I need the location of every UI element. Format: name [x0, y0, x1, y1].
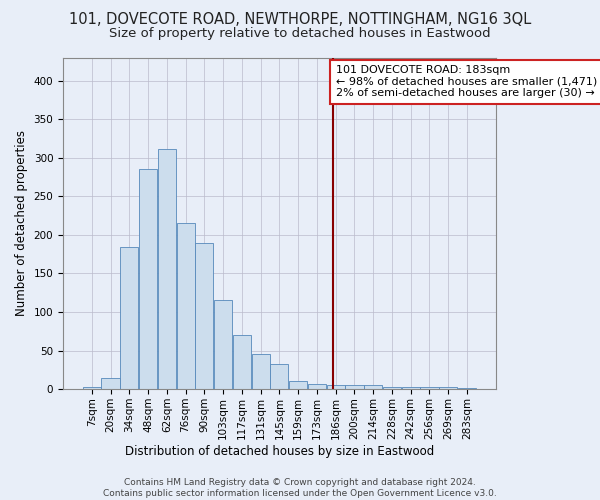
Text: Contains HM Land Registry data © Crown copyright and database right 2024.
Contai: Contains HM Land Registry data © Crown c… — [103, 478, 497, 498]
X-axis label: Distribution of detached houses by size in Eastwood: Distribution of detached houses by size … — [125, 444, 434, 458]
Bar — [139, 168, 157, 389]
Bar — [383, 387, 401, 389]
Bar — [101, 378, 119, 389]
Bar — [346, 386, 364, 389]
Bar — [458, 388, 476, 389]
Bar — [120, 248, 139, 389]
Bar — [401, 387, 420, 389]
Bar — [308, 384, 326, 389]
Bar — [326, 386, 345, 389]
Bar — [176, 224, 194, 389]
Bar — [83, 387, 101, 389]
Text: 101 DOVECOTE ROAD: 183sqm
← 98% of detached houses are smaller (1,471)
2% of sem: 101 DOVECOTE ROAD: 183sqm ← 98% of detac… — [335, 65, 597, 98]
Bar — [158, 148, 176, 389]
Bar — [289, 382, 307, 389]
Text: 101, DOVECOTE ROAD, NEWTHORPE, NOTTINGHAM, NG16 3QL: 101, DOVECOTE ROAD, NEWTHORPE, NOTTINGHA… — [69, 12, 531, 28]
Bar — [421, 387, 439, 389]
Bar — [439, 387, 457, 389]
Y-axis label: Number of detached properties: Number of detached properties — [15, 130, 28, 316]
Bar — [251, 354, 270, 389]
Bar — [214, 300, 232, 389]
Bar — [233, 335, 251, 389]
Bar — [271, 364, 289, 389]
Text: Size of property relative to detached houses in Eastwood: Size of property relative to detached ho… — [109, 28, 491, 40]
Bar — [195, 242, 214, 389]
Bar — [364, 386, 382, 389]
